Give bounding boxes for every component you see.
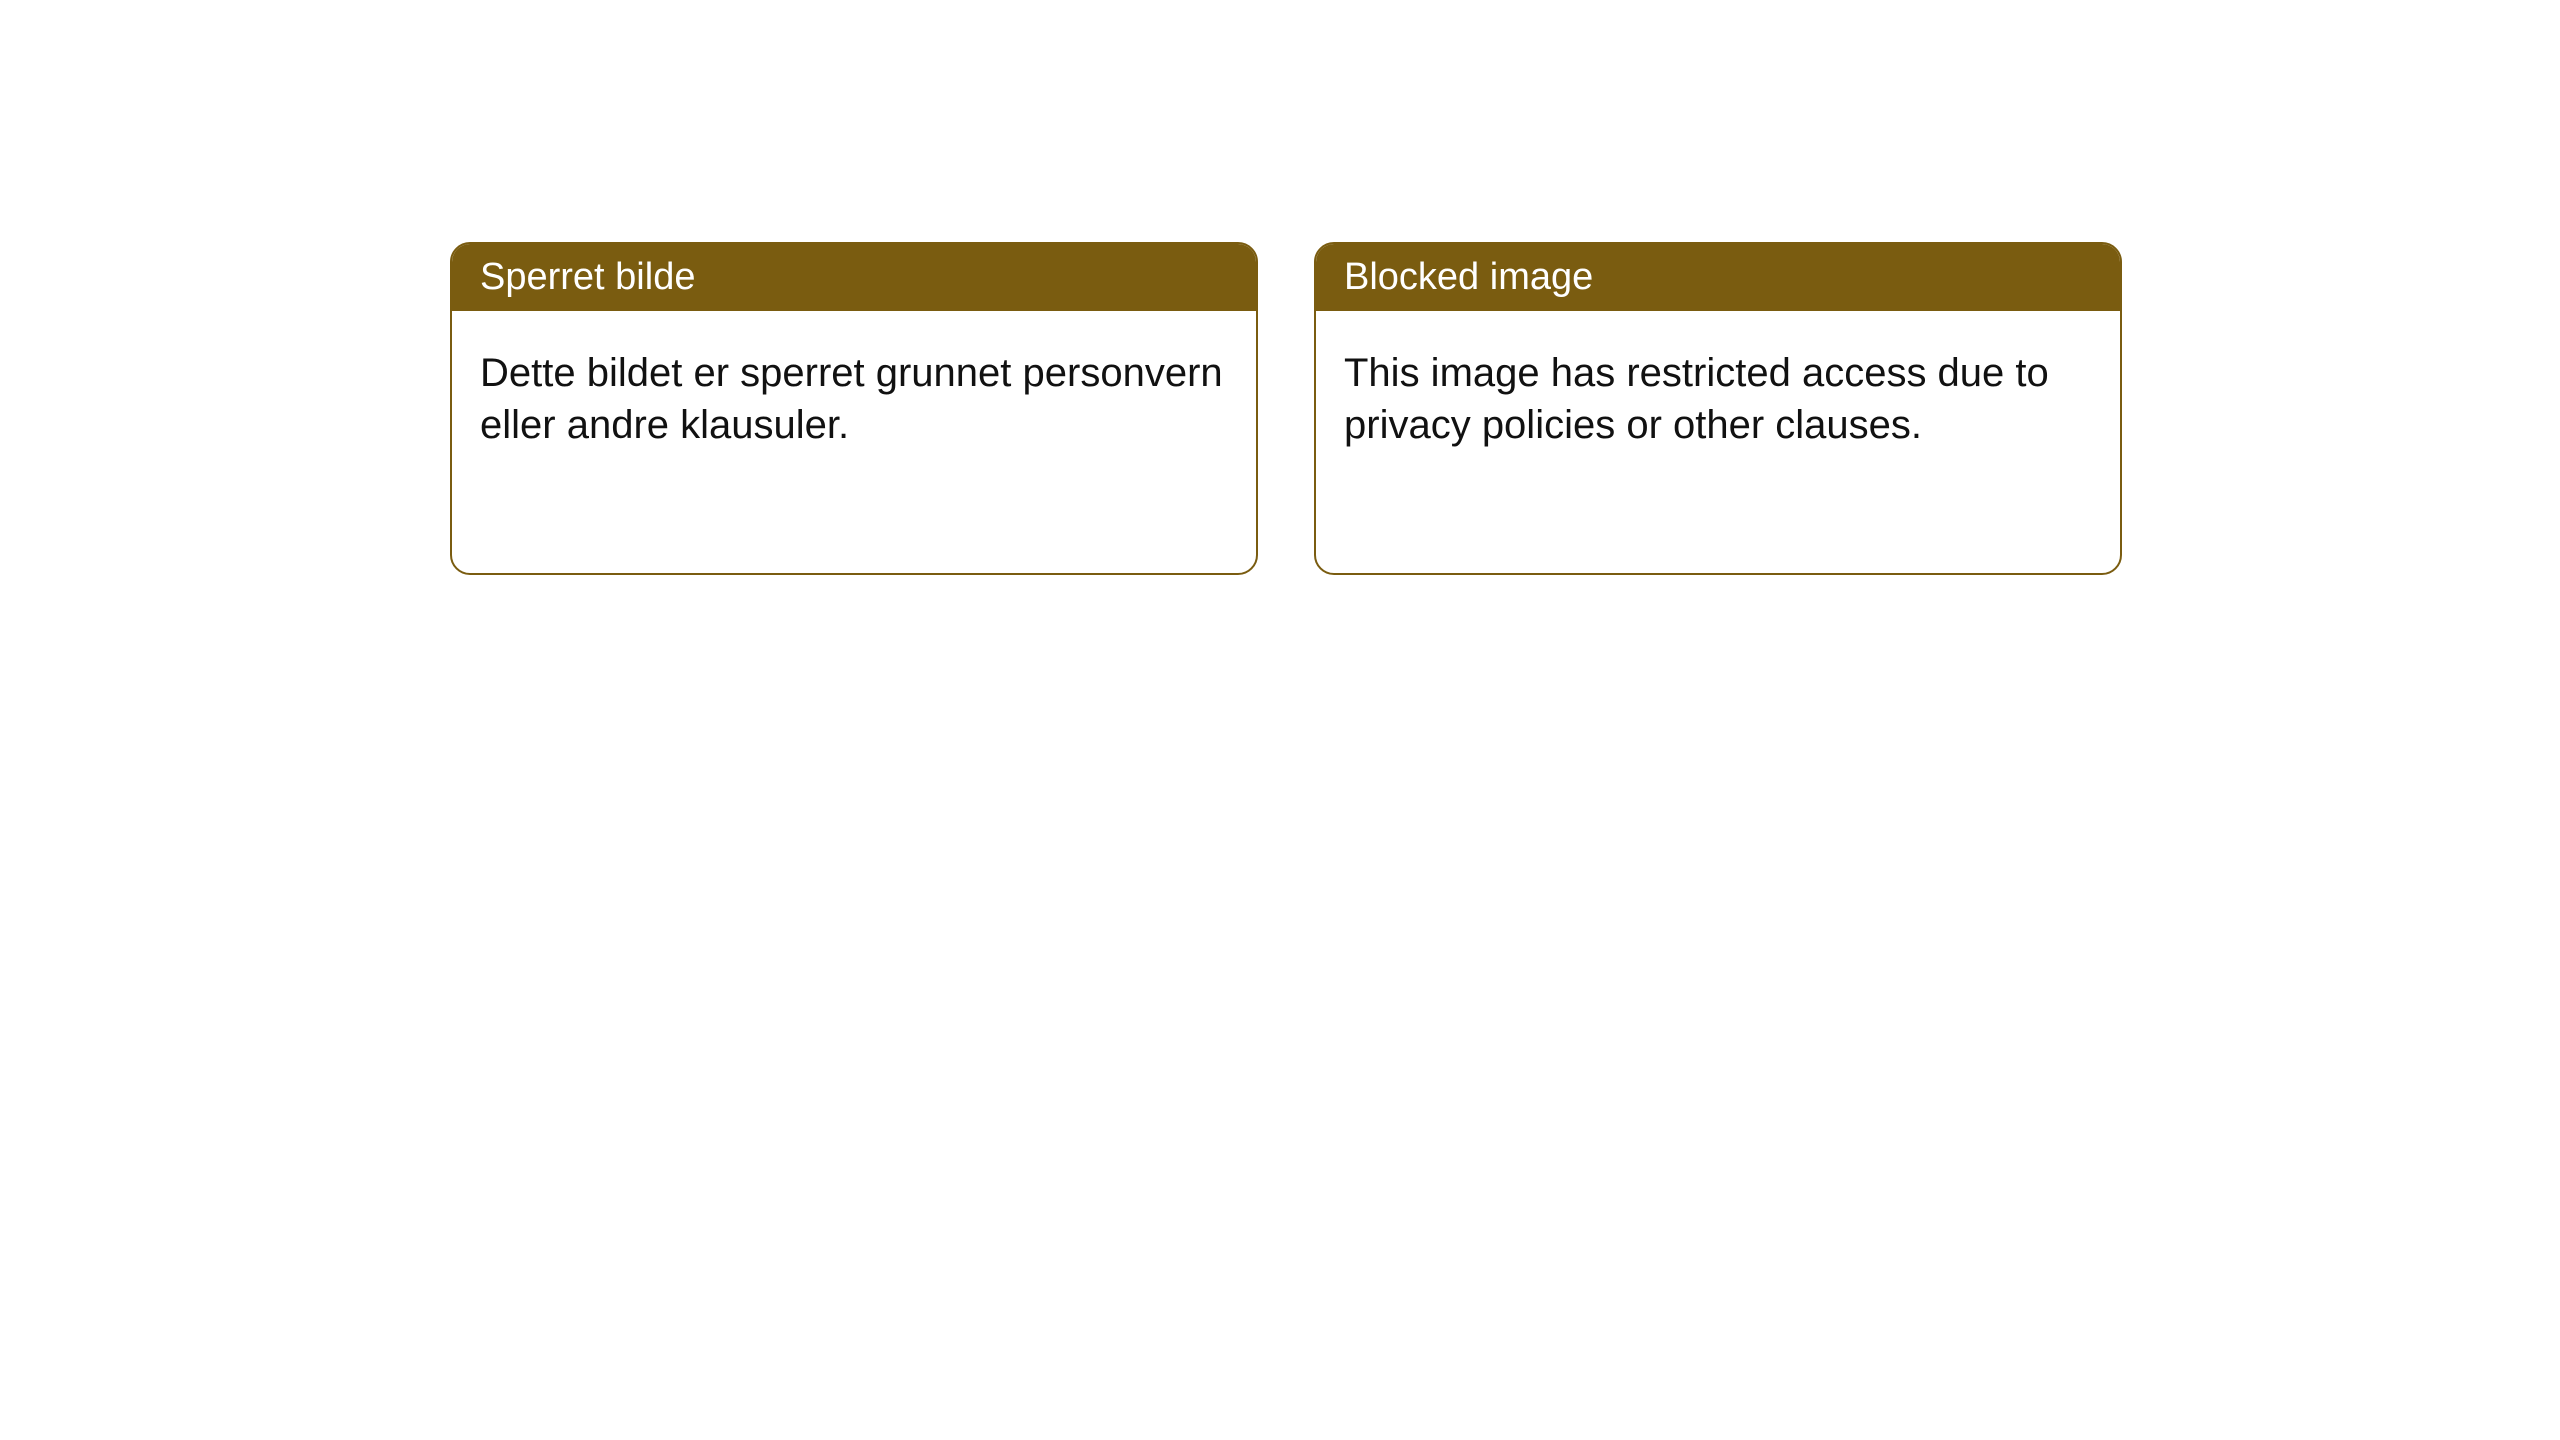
card-header: Blocked image	[1316, 244, 2120, 311]
card-body: Dette bildet er sperret grunnet personve…	[452, 311, 1256, 487]
card-body: This image has restricted access due to …	[1316, 311, 2120, 487]
notice-container: Sperret bilde Dette bildet er sperret gr…	[0, 0, 2560, 575]
card-header: Sperret bilde	[452, 244, 1256, 311]
notice-card-norwegian: Sperret bilde Dette bildet er sperret gr…	[450, 242, 1258, 575]
notice-card-english: Blocked image This image has restricted …	[1314, 242, 2122, 575]
